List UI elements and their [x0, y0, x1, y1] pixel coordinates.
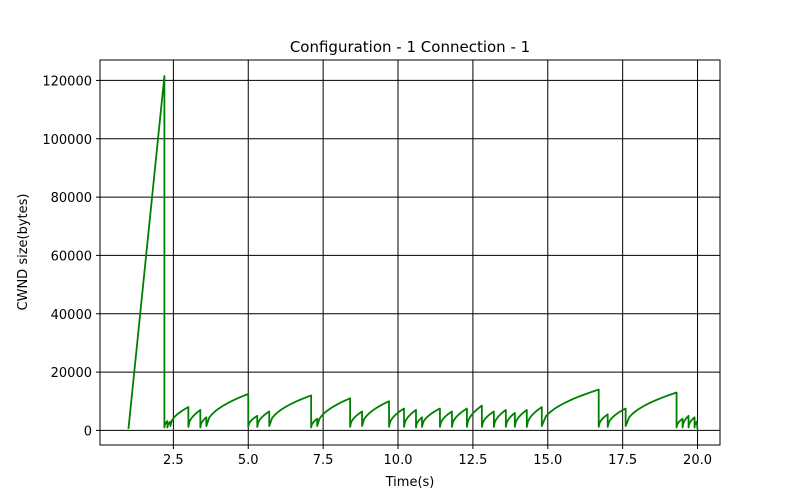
axis-ticks — [96, 79, 699, 449]
y-tick-label: 120000 — [42, 74, 92, 89]
x-tick-label: 2.5 — [163, 453, 184, 468]
y-axis-label: CWND size(bytes) — [16, 194, 31, 311]
cwnd-series-line — [127, 75, 699, 430]
series-lines — [127, 75, 699, 430]
y-tick-label: 80000 — [51, 191, 92, 206]
y-tick-label: 0 — [84, 424, 92, 439]
y-tick-label: 40000 — [51, 308, 92, 323]
x-axis-label: Time(s) — [385, 475, 435, 490]
y-tick-label: 60000 — [51, 249, 92, 264]
x-tick-label: 20.0 — [683, 453, 712, 468]
tick-labels: 2.5 5.0 7.5 10.0 12.5 15.0 17.5 20.0 0 20000 40000… — [42, 74, 712, 468]
y-tick-label: 100000 — [42, 133, 92, 148]
chart-title: Configuration - 1 Connection - 1 — [290, 38, 530, 56]
grid-lines — [100, 60, 720, 445]
x-tick-label: 7.5 — [313, 453, 334, 468]
y-tick-label: 20000 — [51, 366, 92, 381]
x-tick-label: 5.0 — [238, 453, 259, 468]
plot-frame — [99, 59, 721, 446]
x-tick-label: 17.5 — [608, 453, 637, 468]
x-tick-label: 10.0 — [384, 453, 413, 468]
x-tick-label: 12.5 — [458, 453, 487, 468]
x-tick-label: 15.0 — [533, 453, 562, 468]
